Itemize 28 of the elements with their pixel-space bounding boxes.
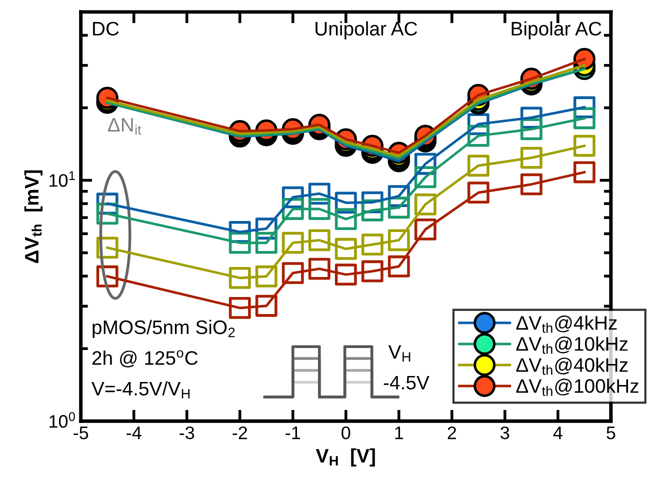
legend-label: ΔV$_{th}$@40kHz [516,358,628,375]
x-tick-label: -5 [74,426,88,440]
x-tick-label: -4 [126,426,142,440]
x-tick-label: -2 [232,426,247,440]
x-tick-label: 5 [606,426,616,440]
x-tick-label: 4 [553,426,562,440]
x-tick-label: 2 [448,426,456,440]
legend-label: ΔV$_{th}$@10kHz [516,336,628,354]
annotation: DC [93,22,119,36]
y-tick-label: 10$^{0}$ [50,412,75,428]
annotation: pMOS/5nm SiO$_{2}$ [92,320,235,338]
annotation: V$_{H}$ [388,345,410,362]
x-tick-label: -3 [180,426,194,440]
x-tick-label: 1 [395,426,404,440]
annotation: Bipolar AC [512,21,602,40]
y-axis-title: ΔV$_{th}$ [mV] [24,170,42,263]
y-tick-label: 10$^{1}$ [50,171,75,187]
annotation: V=-4.5V/V$_{H}$ [92,381,190,398]
x-tick-label: -1 [286,426,300,440]
x-tick-label: 0 [342,426,350,440]
annotation: 2h @ 125$^{o}$C [92,350,198,368]
annotation: -4.5V [384,376,430,390]
legend-label: ΔV$_{th}$@100kHz [516,378,638,396]
legend-label: ΔV$_{th}$@4kHz [516,316,617,333]
annotation: Unipolar AC [316,21,418,40]
x-tick-label: 3 [500,426,510,440]
x-axis-title: V$_{H}$ [V] [316,448,375,466]
annotation: ΔN$_{it}$ [108,118,142,135]
